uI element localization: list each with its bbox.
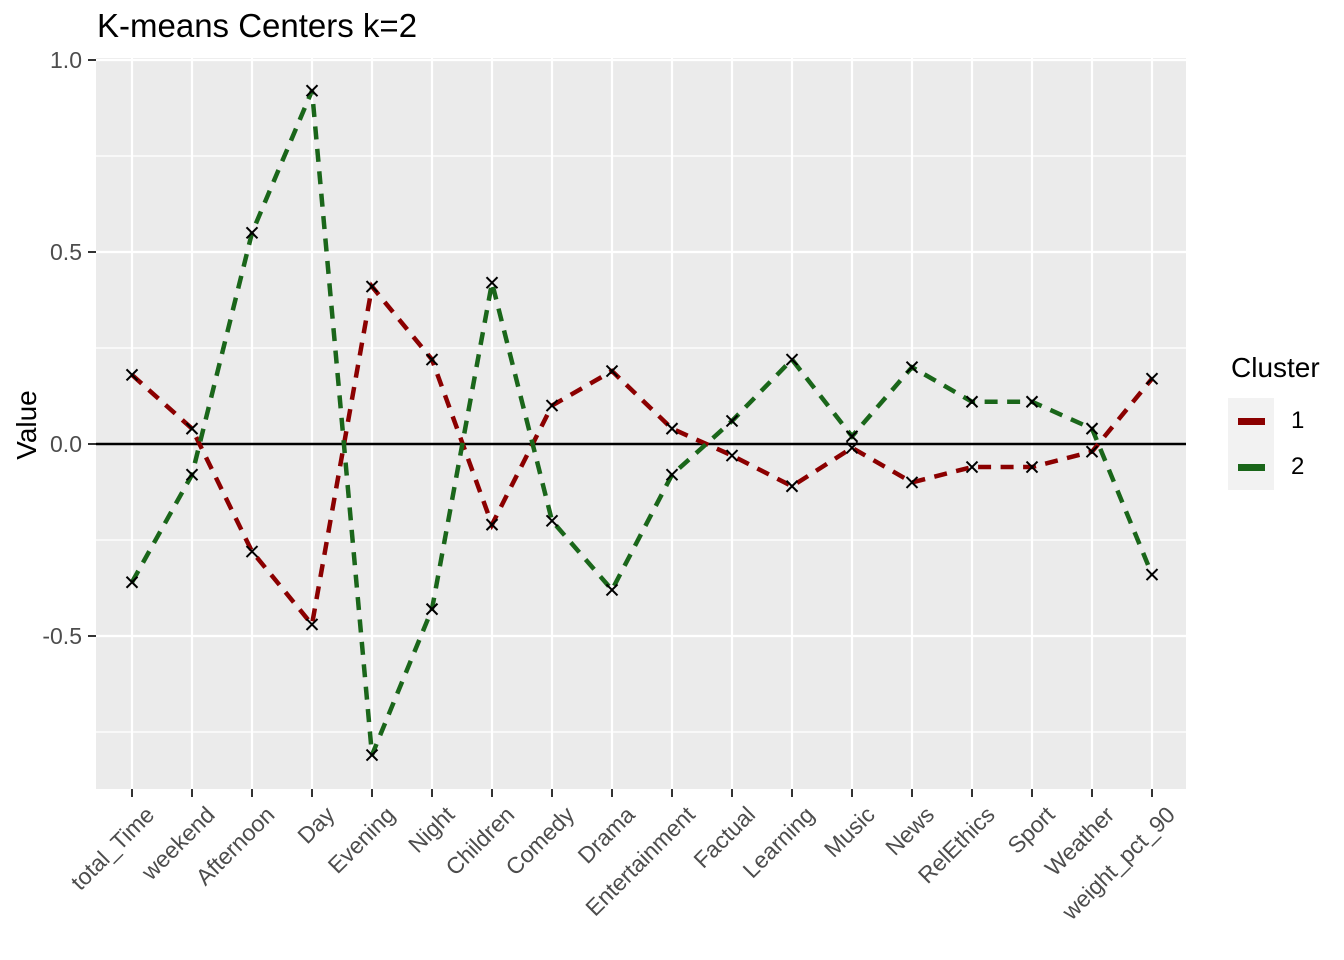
marker-x	[365, 748, 379, 762]
marker-x	[1085, 422, 1099, 435]
marker-x	[785, 353, 799, 366]
marker-x	[485, 276, 499, 289]
y-tick-label: 1.0	[50, 47, 82, 73]
marker-x	[305, 84, 319, 97]
marker-x	[1025, 395, 1039, 408]
panel-background	[96, 58, 1186, 789]
marker-x	[185, 422, 199, 435]
marker-x	[425, 602, 439, 616]
marker-x	[485, 518, 499, 531]
marker-x	[1025, 460, 1039, 474]
marker-x	[905, 360, 919, 374]
marker-x	[605, 583, 619, 597]
legend-key	[1228, 444, 1274, 490]
marker-x	[725, 414, 739, 428]
marker-x	[965, 460, 979, 474]
y-tick-label: 0.5	[50, 239, 82, 265]
cluster-1-line	[130, 281, 1154, 630]
marker-x	[125, 368, 139, 382]
legend-title: Cluster	[1231, 352, 1320, 383]
legend-label: 1	[1291, 407, 1305, 434]
legend-label: 2	[1291, 453, 1305, 480]
marker-x	[125, 576, 139, 589]
legend-entry-cluster-1: 1	[1228, 398, 1320, 444]
cluster-2-line	[130, 89, 1155, 756]
marker-x	[1145, 372, 1159, 385]
marker-x	[905, 476, 919, 489]
marker-x	[665, 468, 679, 481]
marker-x	[845, 430, 859, 443]
marker-x	[1085, 445, 1099, 458]
marker-x	[185, 468, 199, 481]
legend-swatch-cluster-1	[1237, 417, 1265, 425]
marker-x	[1145, 568, 1159, 581]
marker-x	[545, 514, 559, 528]
marker-x	[425, 353, 439, 366]
marker-x	[725, 449, 739, 462]
marker-x	[785, 480, 799, 493]
marker-x	[845, 441, 859, 455]
marker-x	[545, 399, 559, 412]
marker-x	[965, 395, 979, 408]
y-tick-label: -0.5	[42, 623, 82, 649]
marker-x	[665, 422, 679, 435]
marker-x	[245, 226, 259, 240]
marker-x	[305, 618, 319, 631]
legend-entry-cluster-2: 2	[1228, 444, 1320, 490]
marker-x	[245, 545, 259, 558]
y-tick-label: 0.0	[50, 431, 82, 457]
chart-title: K-means Centers k=2	[97, 7, 418, 44]
marker-x	[605, 364, 619, 378]
legend-key	[1228, 398, 1274, 444]
legend-swatch-cluster-2	[1237, 463, 1265, 471]
marker-x	[365, 280, 379, 293]
